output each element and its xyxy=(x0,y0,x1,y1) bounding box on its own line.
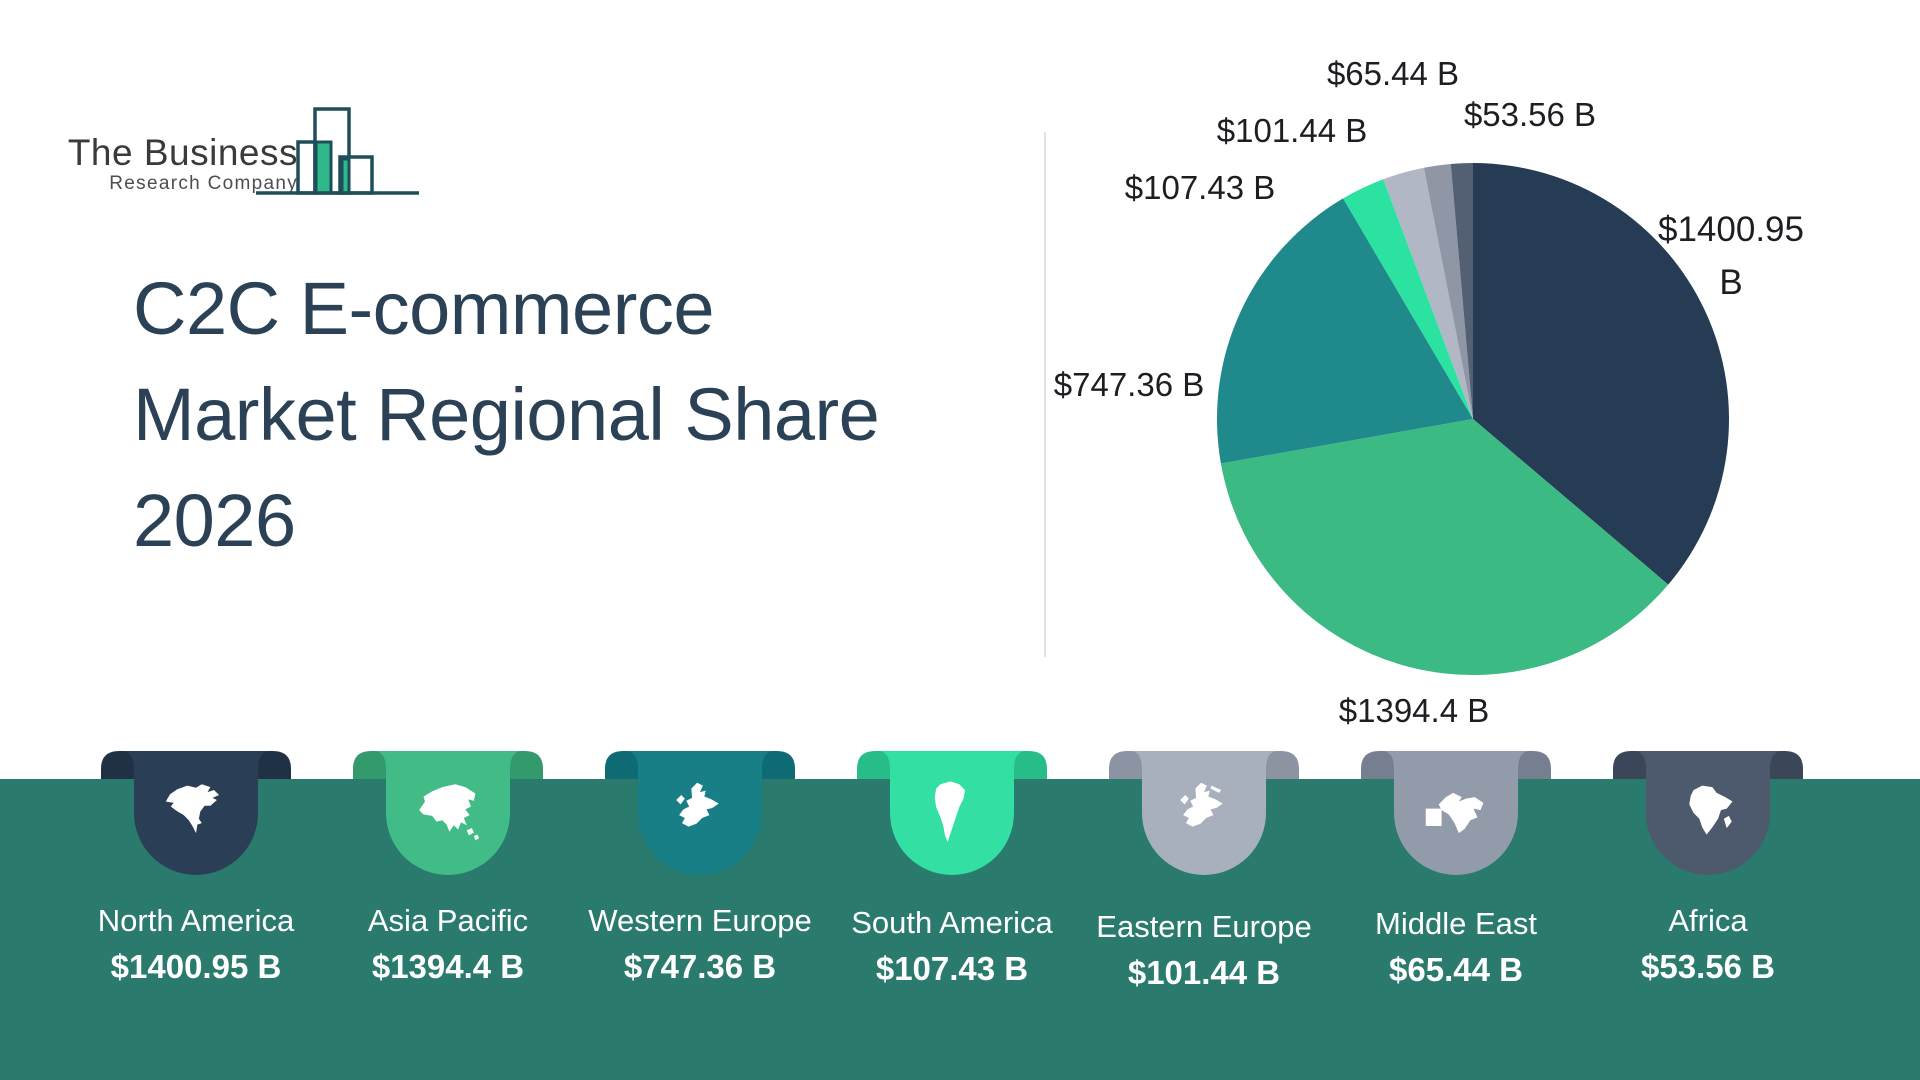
legend-region-value: $65.44 B xyxy=(1389,951,1523,988)
pie-label-north-america: $1400.95 B xyxy=(1658,210,1804,302)
brand-logo-text: The Business Research Company xyxy=(38,134,298,193)
legend-region-name: Eastern Europe xyxy=(1096,909,1312,944)
legend-item-eastern-europe: Eastern Europe $101.44 B xyxy=(1078,751,1330,1051)
legend-item-middle-east: Middle East $65.44 B xyxy=(1330,751,1582,1051)
eastern-europe-icon xyxy=(1180,782,1223,827)
legend-region-value: $747.36 B xyxy=(623,948,777,985)
page-title: C2C E-commerce Market Regional Share 202… xyxy=(133,256,953,574)
legend-item-western-europe: Western Europe $747.36 B xyxy=(574,751,826,1051)
south-america-icon xyxy=(934,781,965,842)
legend-region-name: North America xyxy=(97,903,295,938)
western-europe-icon xyxy=(676,782,719,827)
pie-slice-africa xyxy=(1450,163,1473,419)
legend-region-name: Western Europe xyxy=(588,903,812,938)
pie-slice-south-america xyxy=(1343,179,1473,419)
legend-region-value: $101.44 B xyxy=(1127,954,1281,991)
legend-region-value: $1400.95 B xyxy=(110,948,282,985)
ribbon-banner xyxy=(605,751,795,875)
legend-region-name: Africa xyxy=(1668,903,1748,938)
pie-slice-north-america xyxy=(1473,163,1729,585)
pie-slice-western-europe xyxy=(1216,198,1473,464)
page-title-line2: Market Regional Share xyxy=(133,373,880,456)
pie-slice-middle-east xyxy=(1423,163,1473,419)
pie-slice-asia-pacific xyxy=(1220,419,1669,676)
pie-label-eastern-europe: $101.44 B xyxy=(1216,112,1368,149)
asia-pacific-icon xyxy=(419,784,479,841)
legend-item-north-america: North America $1400.95 B xyxy=(70,751,322,1051)
middle-east-icon xyxy=(1425,792,1484,834)
pie-chart-svg xyxy=(1216,163,1729,676)
legend-item-south-america: South America $107.43 B xyxy=(826,751,1078,1051)
pie-label-asia-pacific: $1394.4 B xyxy=(1338,692,1490,729)
pie-label-south-america: $107.43 B xyxy=(1124,169,1276,206)
legend-region-name: Asia Pacific xyxy=(367,903,529,938)
legend-item-asia-pacific: Asia Pacific $1394.4 B xyxy=(322,751,574,1051)
legend-region-name: South America xyxy=(851,905,1053,940)
north-america-icon xyxy=(165,784,220,834)
bar-chart-logo-icon xyxy=(256,107,419,195)
brand-name: The Business xyxy=(67,132,298,173)
pie-label-africa: $53.56 B xyxy=(1463,96,1597,133)
page-title-line3: 2026 xyxy=(133,479,296,562)
vertical-divider xyxy=(1044,132,1046,657)
legend-region-value: $107.43 B xyxy=(875,950,1029,987)
legend-region-value: $53.56 B xyxy=(1641,948,1775,985)
pie-label-western-europe: $747.36 B xyxy=(1053,366,1205,403)
pie-label-middle-east: $65.44 B xyxy=(1326,55,1460,92)
legend-item-africa: Africa $53.56 B xyxy=(1582,751,1834,1051)
brand-tagline: Research Company xyxy=(109,173,298,194)
legend-region-name: Middle East xyxy=(1375,906,1537,941)
africa-icon xyxy=(1689,785,1733,835)
legend-region-value: $1394.4 B xyxy=(371,948,525,985)
pie-chart xyxy=(1216,163,1729,676)
pie-slice-eastern-europe xyxy=(1383,167,1473,419)
page-title-line1: C2C E-commerce xyxy=(133,267,715,350)
